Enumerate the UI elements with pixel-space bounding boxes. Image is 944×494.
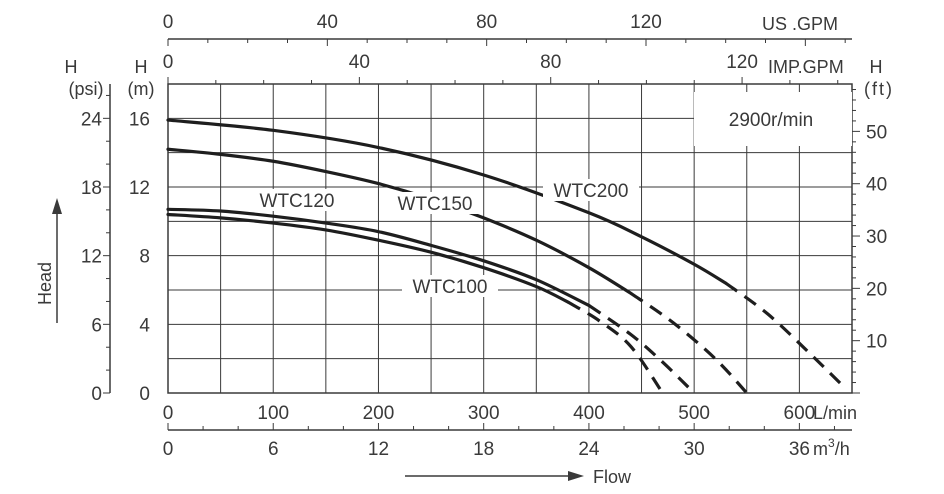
speed-label: 2900r/min [729, 110, 814, 131]
psi-h-label: H [65, 57, 78, 77]
y-m-tick-label: 8 [139, 247, 150, 268]
x-imp-gpm-tick-label: 120 [726, 52, 758, 73]
curve-wtc150-solid [166, 147, 633, 296]
y-ft-tick-label: 30 [866, 227, 887, 248]
x-tick-label: 400 [573, 403, 605, 424]
y-m-tick-label: 0 [139, 384, 150, 405]
ft-unit-label: (ft) [864, 79, 894, 99]
y-psi-tick-label: 24 [81, 109, 103, 130]
x-m3h-tick-label: 12 [368, 439, 389, 460]
x-m3h-tick-label: 30 [684, 439, 705, 460]
curve-wtc100-solid [166, 212, 570, 304]
x-us-gpm-tick-label: 0 [163, 12, 174, 33]
ft-h-label: H [870, 57, 883, 77]
y-psi-tick-label: 6 [91, 315, 102, 336]
series-label-wtc100: WTC100 [413, 277, 488, 298]
y-ft-tick-label: 20 [866, 279, 887, 300]
m-h-label: H [135, 57, 148, 77]
flow-axis-label: Flow [593, 467, 632, 487]
curve-wtc200-dashed [724, 281, 843, 386]
imp-gpm-unit-label: IMP.GPM [768, 57, 844, 77]
y-psi-tick-label: 0 [91, 384, 102, 405]
x-us-gpm-tick-label: 120 [630, 12, 662, 33]
x-m3h-tick-label: 18 [473, 439, 494, 460]
y-m-tick-label: 16 [129, 109, 150, 130]
plot-frame [167, 83, 853, 394]
y-m-tick-label: 12 [129, 178, 150, 199]
lmin-unit-label: L/min [813, 403, 857, 423]
x-tick-label: 200 [363, 403, 395, 424]
series-label-wtc200: WTC200 [554, 181, 629, 202]
series-label-wtc120: WTC120 [260, 191, 335, 212]
x-us-gpm-tick-label: 40 [317, 12, 338, 33]
speed-label-box [694, 92, 852, 146]
series-label-bg [249, 189, 345, 211]
x-m3h-tick-label: 24 [578, 439, 600, 460]
series-label-wtc150: WTC150 [398, 194, 473, 215]
x-tick-label: 600 [784, 403, 816, 424]
flow-arrow-head [568, 471, 584, 481]
psi-unit-label: (psi) [69, 79, 104, 99]
series-label-bg [387, 192, 483, 214]
y-psi-tick-label: 18 [81, 178, 102, 199]
curves: WTC100 WTC120 WTC150 WTC200 [166, 118, 843, 395]
plot-border [167, 83, 853, 394]
curve-wtc150-dashed [630, 292, 748, 395]
head-arrow-head [52, 198, 62, 214]
x-m3h-tick-label: 36 [789, 439, 810, 460]
y-ft-tick-label: 40 [866, 175, 887, 196]
x-us-gpm-tick-label: 80 [476, 12, 497, 33]
x-tick-label: 0 [163, 403, 174, 424]
y-ft-tick-label: 10 [866, 332, 887, 353]
y-psi-tick-label: 12 [81, 247, 102, 268]
x-m3h-tick-label: 0 [163, 439, 174, 460]
m3h-unit-label: m3/h [813, 436, 850, 459]
y-m-tick-label: 4 [139, 315, 150, 336]
curve-wtc120-dashed [588, 304, 696, 395]
x-imp-gpm-tick-label: 40 [349, 52, 370, 73]
y-ft-tick-label: 50 [866, 122, 887, 143]
curve-wtc100-dashed [567, 300, 664, 394]
axes: 0 100 200 300 400 500 600048121606121824102030… [81, 12, 887, 460]
series-label-bg [402, 275, 498, 297]
x-tick-label: 100 [257, 403, 289, 424]
x-imp-gpm-tick-label: 80 [540, 52, 561, 73]
x-tick-label: 500 [678, 403, 710, 424]
series-label-bg [543, 179, 639, 201]
curve-wtc120-solid [166, 207, 591, 308]
m-unit-label: (m) [128, 79, 155, 99]
x-imp-gpm-tick-label: 0 [163, 52, 174, 73]
curve-wtc200-solid [166, 118, 728, 285]
head-axis-label: Head [35, 262, 55, 305]
x-m3h-tick-label: 6 [268, 439, 279, 460]
us-gpm-unit-label: US .GPM [762, 14, 838, 34]
x-tick-label: 300 [468, 403, 500, 424]
